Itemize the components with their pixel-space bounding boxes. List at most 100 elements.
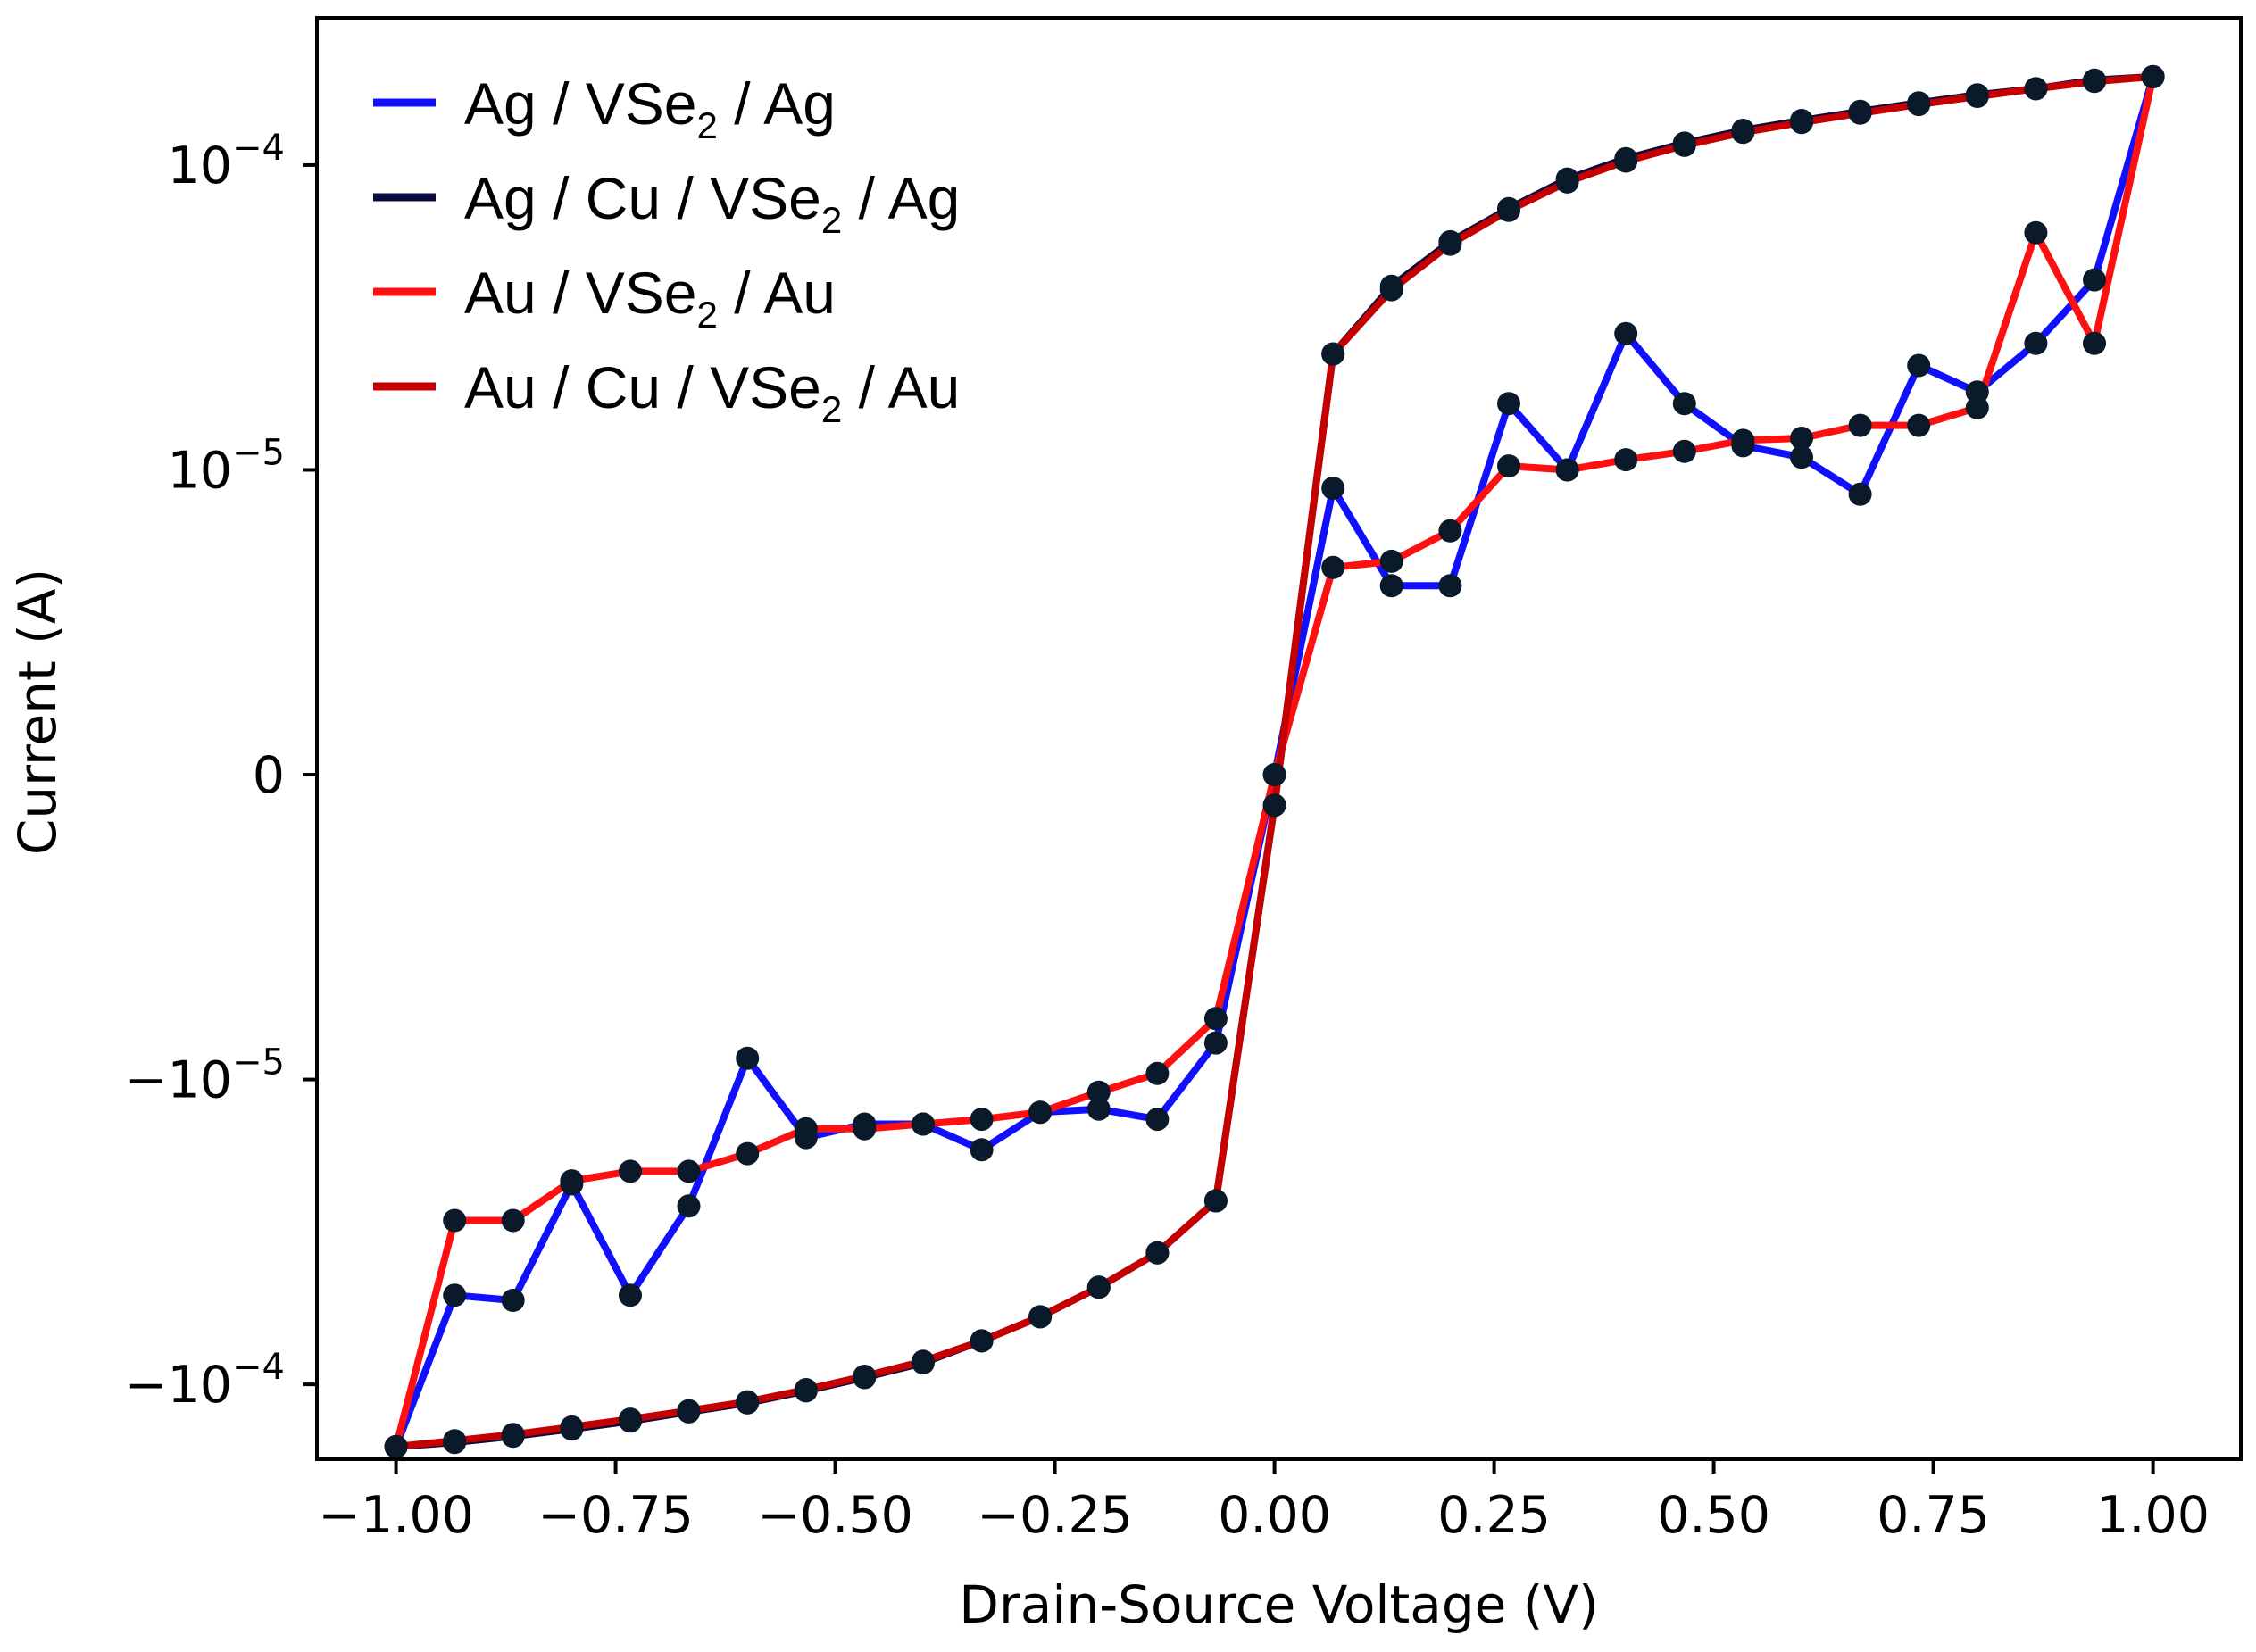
data-point-s3-1 [443, 1208, 467, 1233]
data-point-s1-19 [1497, 392, 1520, 416]
x-axis-label: Drain-Source Voltage (V) [959, 1574, 1598, 1635]
data-point-s3-25 [1848, 413, 1872, 437]
data-point-s4-30 [384, 1434, 408, 1458]
data-point-s1-16 [1321, 477, 1345, 500]
data-point-s1-12 [1086, 1097, 1111, 1121]
legend-label-4: Au / Cu / VSe2 / Au [464, 354, 960, 430]
data-point-s3-2 [501, 1208, 525, 1233]
data-point-s1-10 [970, 1138, 994, 1162]
data-point-s3-29 [2083, 331, 2106, 355]
data-point-s4-2 [2024, 77, 2048, 101]
legend: Ag / VSe2 / Ag Ag / Cu / VSe2 / Ag Au / VS… [373, 71, 960, 430]
data-point-s4-13 [1379, 278, 1403, 302]
data-point-s4-3 [1965, 85, 1989, 108]
y-axis: 10−4 10−5 0 −10−5 −10−4 [125, 128, 317, 1415]
x-tick-label: −1.00 [318, 1486, 474, 1545]
x-tick-label: 0.00 [1218, 1486, 1331, 1545]
data-point-s1-28 [2024, 331, 2048, 355]
data-point-s4-11 [1497, 198, 1520, 222]
data-point-s4-27 [560, 1415, 584, 1439]
data-point-s4-4 [1907, 93, 1931, 117]
data-point-s1-18 [1438, 574, 1462, 598]
data-point-s1-26 [1907, 353, 1931, 378]
legend-label-3: Au / VSe2 / Au [464, 260, 836, 336]
y-tick-label: 0 [253, 746, 285, 805]
y-tick-label: −10−4 [125, 1347, 285, 1415]
data-point-s1-14 [1203, 1031, 1228, 1055]
y-tick-label: −10−5 [125, 1042, 285, 1110]
data-point-s4-12 [1438, 232, 1462, 256]
x-tick-label: −0.50 [757, 1486, 913, 1545]
data-point-s3-8 [853, 1117, 877, 1141]
data-point-s1-22 [1672, 392, 1696, 416]
data-point-s4-26 [619, 1407, 642, 1432]
data-point-s4-1 [2083, 70, 2106, 94]
x-tick-label: 1.00 [2096, 1486, 2210, 1545]
data-point-s3-13 [1145, 1061, 1170, 1085]
legend-label-1: Ag / VSe2 / Ag [464, 71, 836, 146]
plot-frame [315, 16, 2243, 1461]
y-tick-label: 10−4 [168, 128, 286, 195]
data-point-s3-5 [677, 1159, 701, 1183]
data-point-s1-4 [619, 1283, 642, 1307]
data-point-s3-12 [1086, 1080, 1111, 1104]
data-point-s1-17 [1379, 574, 1403, 598]
y-axis-label: Current (A) [7, 569, 68, 855]
marker-layer [384, 64, 2165, 1458]
data-point-s4-0 [2141, 64, 2165, 88]
data-point-s4-14 [1321, 342, 1345, 366]
data-point-s1-29 [2083, 268, 2106, 292]
data-point-s4-9 [1614, 149, 1638, 173]
data-point-s3-17 [1379, 549, 1403, 573]
data-point-s3-9 [912, 1112, 935, 1136]
data-point-s4-8 [1672, 133, 1696, 157]
data-point-s3-11 [1028, 1100, 1053, 1125]
data-point-s3-23 [1731, 428, 1755, 452]
data-point-s3-21 [1614, 448, 1638, 472]
data-point-s1-2 [501, 1289, 525, 1312]
data-point-s4-5 [1848, 101, 1872, 125]
x-tick-label: 0.25 [1437, 1486, 1551, 1545]
data-point-s3-18 [1438, 519, 1462, 543]
y-tick-label: 10−5 [168, 432, 286, 500]
data-point-s4-17 [1145, 1241, 1170, 1265]
data-point-s1-24 [1790, 445, 1813, 469]
data-point-s3-19 [1497, 454, 1520, 478]
legend-label-2: Ag / Cu / VSe2 / Ag [464, 165, 960, 241]
data-point-s4-15 [1262, 793, 1286, 818]
data-point-s3-16 [1321, 555, 1345, 579]
data-point-s4-23 [794, 1378, 818, 1401]
x-axis: −1.00 −0.75 −0.50 −0.25 0.00 0.25 0.50 0.75 1.00 [318, 1459, 2210, 1545]
data-point-s4-22 [853, 1365, 877, 1388]
x-tick-label: 0.75 [1877, 1486, 1990, 1545]
data-point-s3-15 [1262, 763, 1286, 786]
data-point-s3-20 [1555, 458, 1579, 482]
data-point-s3-4 [619, 1159, 642, 1183]
data-point-s4-7 [1731, 120, 1755, 145]
data-point-s3-22 [1672, 439, 1696, 463]
data-point-s3-26 [1907, 413, 1931, 437]
x-tick-label: −0.75 [537, 1486, 694, 1545]
data-point-s4-21 [912, 1349, 935, 1374]
data-point-s4-10 [1555, 170, 1579, 194]
data-point-s3-6 [736, 1141, 760, 1166]
data-point-s1-25 [1848, 482, 1872, 506]
data-point-s1-6 [736, 1046, 760, 1070]
data-point-s3-24 [1790, 427, 1813, 450]
data-point-s4-19 [1028, 1305, 1053, 1329]
data-point-s4-20 [970, 1329, 994, 1353]
data-point-s4-16 [1203, 1189, 1228, 1213]
data-point-s1-5 [677, 1194, 701, 1218]
data-point-s4-25 [677, 1399, 701, 1423]
data-point-s1-1 [443, 1283, 467, 1307]
data-point-s4-28 [501, 1423, 525, 1447]
data-point-s4-18 [1086, 1275, 1111, 1299]
data-point-s3-14 [1203, 1007, 1228, 1031]
data-point-s1-13 [1145, 1108, 1170, 1132]
data-point-s1-21 [1614, 321, 1638, 345]
data-point-s4-6 [1790, 111, 1813, 135]
data-point-s4-24 [736, 1390, 760, 1414]
data-point-s3-7 [794, 1117, 818, 1141]
